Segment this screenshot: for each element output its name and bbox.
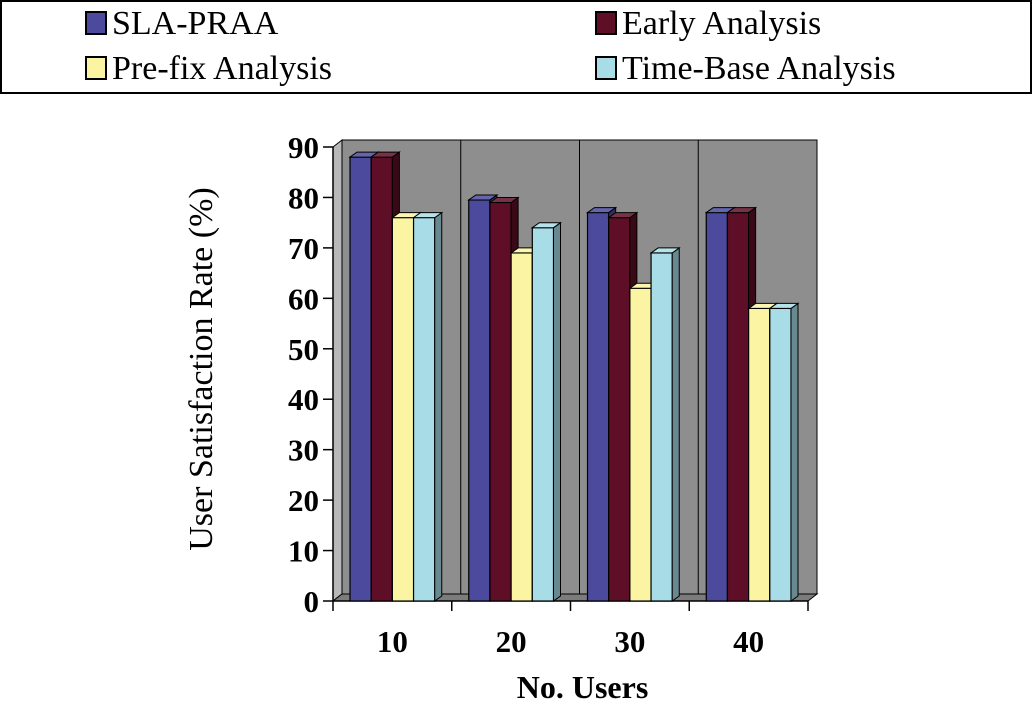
bar-side bbox=[671, 246, 680, 602]
x-tick-label: 40 bbox=[733, 624, 764, 659]
legend-item: Pre-fix Analysis bbox=[85, 50, 332, 87]
bar-front bbox=[468, 199, 491, 602]
x-axis-label: No. Users bbox=[517, 669, 649, 705]
bar-top bbox=[649, 247, 681, 254]
bar-top bbox=[530, 222, 563, 229]
legend-swatch bbox=[595, 56, 617, 80]
bar-front bbox=[370, 156, 393, 602]
bar-front bbox=[748, 307, 771, 602]
y-tick-label: 50 bbox=[288, 332, 319, 367]
bar bbox=[768, 302, 800, 602]
bar-front bbox=[726, 211, 750, 602]
legend-item: Early Analysis bbox=[595, 5, 821, 42]
legend-label: Early Analysis bbox=[622, 5, 821, 42]
y-tick-label: 80 bbox=[288, 180, 319, 215]
bar-top bbox=[488, 196, 520, 203]
y-tick-label: 0 bbox=[304, 584, 320, 619]
bar-front bbox=[510, 252, 533, 602]
bar-front bbox=[629, 287, 652, 602]
legend-label: SLA-PRAA bbox=[112, 5, 279, 42]
bar-front bbox=[705, 211, 729, 602]
legend-label: Time-Base Analysis bbox=[622, 50, 896, 87]
legend-item: SLA-PRAA bbox=[85, 5, 279, 42]
bar-side bbox=[434, 211, 443, 602]
bar bbox=[530, 221, 563, 602]
side-wall bbox=[332, 138, 343, 603]
bar-top bbox=[585, 207, 618, 214]
y-tick-label: 10 bbox=[288, 534, 319, 569]
bar-front bbox=[769, 307, 792, 602]
legend: SLA-PRAA Early Analysis Pre-fix Analysis Ti… bbox=[0, 0, 1032, 94]
bar-top bbox=[467, 194, 499, 201]
legend-box bbox=[0, 0, 1032, 94]
bar-top bbox=[607, 212, 639, 219]
legend-swatch bbox=[85, 56, 107, 80]
legend-label: Pre-fix Analysis bbox=[112, 50, 332, 87]
bar-front bbox=[531, 227, 555, 602]
bar-front bbox=[489, 201, 512, 602]
bar-side bbox=[553, 221, 561, 602]
bar-front bbox=[650, 252, 673, 602]
bar-top bbox=[768, 302, 800, 309]
x-tick-label: 10 bbox=[377, 624, 408, 659]
bar-side bbox=[790, 302, 799, 602]
y-tick-label: 70 bbox=[288, 231, 319, 266]
x-tick-label: 20 bbox=[496, 624, 527, 659]
bar-top bbox=[369, 151, 401, 158]
bar-front bbox=[412, 217, 436, 602]
y-axis-label: User Satisfaction Rate (%) bbox=[183, 187, 220, 551]
bar bbox=[412, 211, 444, 602]
y-tick-label: 90 bbox=[288, 130, 319, 165]
legend-item: Time-Base Analysis bbox=[595, 50, 896, 87]
bar-top bbox=[412, 212, 444, 219]
x-tick-label: 30 bbox=[614, 624, 645, 659]
y-tick-label: 40 bbox=[288, 382, 319, 417]
bar bbox=[649, 246, 681, 602]
bar-top bbox=[725, 207, 758, 214]
y-tick-label: 20 bbox=[288, 483, 319, 518]
plot-area: 0 10 20 30 40 50 60 70 80 90 10 20 30 40 bbox=[288, 130, 819, 659]
legend-swatch bbox=[595, 11, 617, 35]
legend-swatch bbox=[85, 11, 107, 35]
bar-front bbox=[391, 217, 415, 602]
bar-front bbox=[608, 217, 631, 602]
y-tick-label: 60 bbox=[288, 281, 319, 316]
y-tick-label: 30 bbox=[288, 433, 319, 468]
bar-front bbox=[586, 211, 610, 602]
bar-front bbox=[349, 156, 372, 602]
